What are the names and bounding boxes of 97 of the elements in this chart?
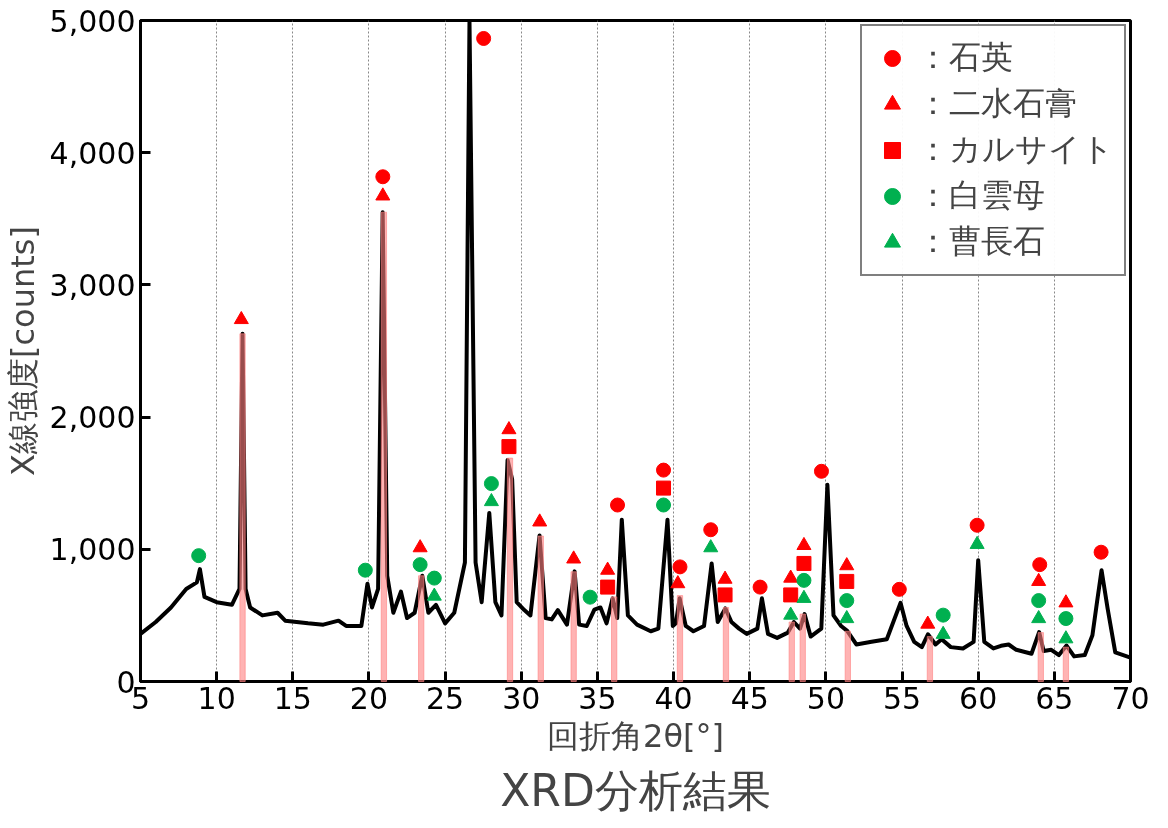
point: [582, 589, 598, 605]
text: XRD分析結果: [500, 764, 771, 816]
x-tick-label: 60: [959, 680, 998, 716]
point: [426, 587, 442, 601]
legend-label: ：曹長石: [917, 221, 1045, 262]
point: [656, 497, 672, 513]
point: [476, 30, 492, 46]
point: [1032, 557, 1048, 573]
bar: [799, 613, 806, 682]
bar: [380, 211, 388, 682]
x-tick-label: 30: [502, 680, 541, 716]
x-tick-label: 45: [730, 680, 769, 716]
point: [600, 561, 616, 575]
bar: [844, 630, 851, 682]
x-tick-label: 40: [654, 680, 693, 716]
point: [783, 569, 799, 583]
bar: [570, 571, 577, 682]
y-axis-title: X線強度[counts]: [3, 226, 42, 476]
bar: [418, 575, 425, 682]
point: [233, 310, 249, 325]
x-axis-title: 回折角2θ[°]: [547, 716, 724, 755]
point: [532, 513, 548, 527]
y-tick-label: 4,000: [49, 135, 136, 171]
point: [1031, 593, 1047, 609]
point: [1093, 544, 1109, 560]
bar: [926, 636, 934, 682]
point: [375, 187, 391, 201]
point: [412, 539, 428, 553]
point: [839, 593, 855, 609]
point: [969, 535, 985, 549]
point: [610, 497, 626, 513]
point: [935, 625, 951, 639]
bar: [239, 333, 246, 682]
point: [935, 607, 951, 623]
bar: [788, 621, 795, 682]
point: [1058, 594, 1074, 608]
point: [813, 463, 829, 479]
point: [656, 462, 672, 478]
y-tick-label: 1,000: [49, 532, 136, 568]
point: [969, 517, 985, 533]
point: [796, 572, 812, 588]
point: [839, 609, 855, 624]
x-tick-label: 50: [806, 680, 845, 716]
legend-label: ：二水石膏: [917, 83, 1077, 124]
point: [501, 439, 517, 455]
point: [412, 557, 428, 573]
point: [501, 421, 517, 435]
point: [920, 615, 936, 629]
bar: [1062, 646, 1070, 682]
point: [1058, 630, 1074, 644]
point: [483, 492, 499, 507]
point: [703, 522, 719, 538]
x-tick-label: 35: [578, 680, 617, 716]
point: [796, 589, 812, 603]
bar: [537, 535, 544, 682]
point: [796, 555, 812, 571]
point: [672, 559, 688, 575]
legend-label: ：白雲母: [917, 175, 1045, 216]
bar: [1037, 632, 1044, 682]
point: [752, 579, 768, 595]
point: [839, 573, 855, 589]
point: [1031, 572, 1047, 586]
point: [717, 570, 733, 584]
point: [891, 581, 907, 597]
y-tick-label: 2,000: [49, 400, 136, 436]
x-tick-label: 65: [1035, 680, 1074, 716]
point: [703, 539, 719, 553]
point: [483, 476, 499, 492]
point: [1058, 611, 1074, 627]
point: [375, 169, 391, 185]
point: [600, 579, 616, 595]
bar: [611, 596, 618, 682]
point: [783, 606, 799, 620]
point: [783, 587, 799, 603]
x-tick-label: 25: [426, 680, 465, 716]
x-tick-label: 70: [1111, 680, 1150, 716]
legend-label: ：カルサイト: [917, 129, 1114, 170]
point: [796, 536, 812, 551]
bar: [506, 457, 514, 682]
point: [717, 587, 733, 603]
point: [426, 570, 442, 586]
x-tick-label: 15: [273, 680, 312, 716]
point: [191, 548, 207, 564]
point: [566, 550, 582, 564]
point: [839, 557, 855, 571]
point: [357, 562, 373, 578]
bar: [676, 595, 684, 682]
x-tick-label: 20: [349, 680, 389, 716]
y-tick-label: 3,000: [49, 267, 136, 303]
legend-label: ：石英: [917, 37, 1013, 78]
point: [1031, 609, 1047, 624]
x-tick-label: 10: [197, 680, 236, 716]
bar: [722, 606, 730, 682]
point: [656, 480, 672, 496]
x-tick-label: 55: [882, 680, 922, 716]
y-tick-label: 5,000: [49, 3, 136, 39]
point: [670, 575, 686, 589]
